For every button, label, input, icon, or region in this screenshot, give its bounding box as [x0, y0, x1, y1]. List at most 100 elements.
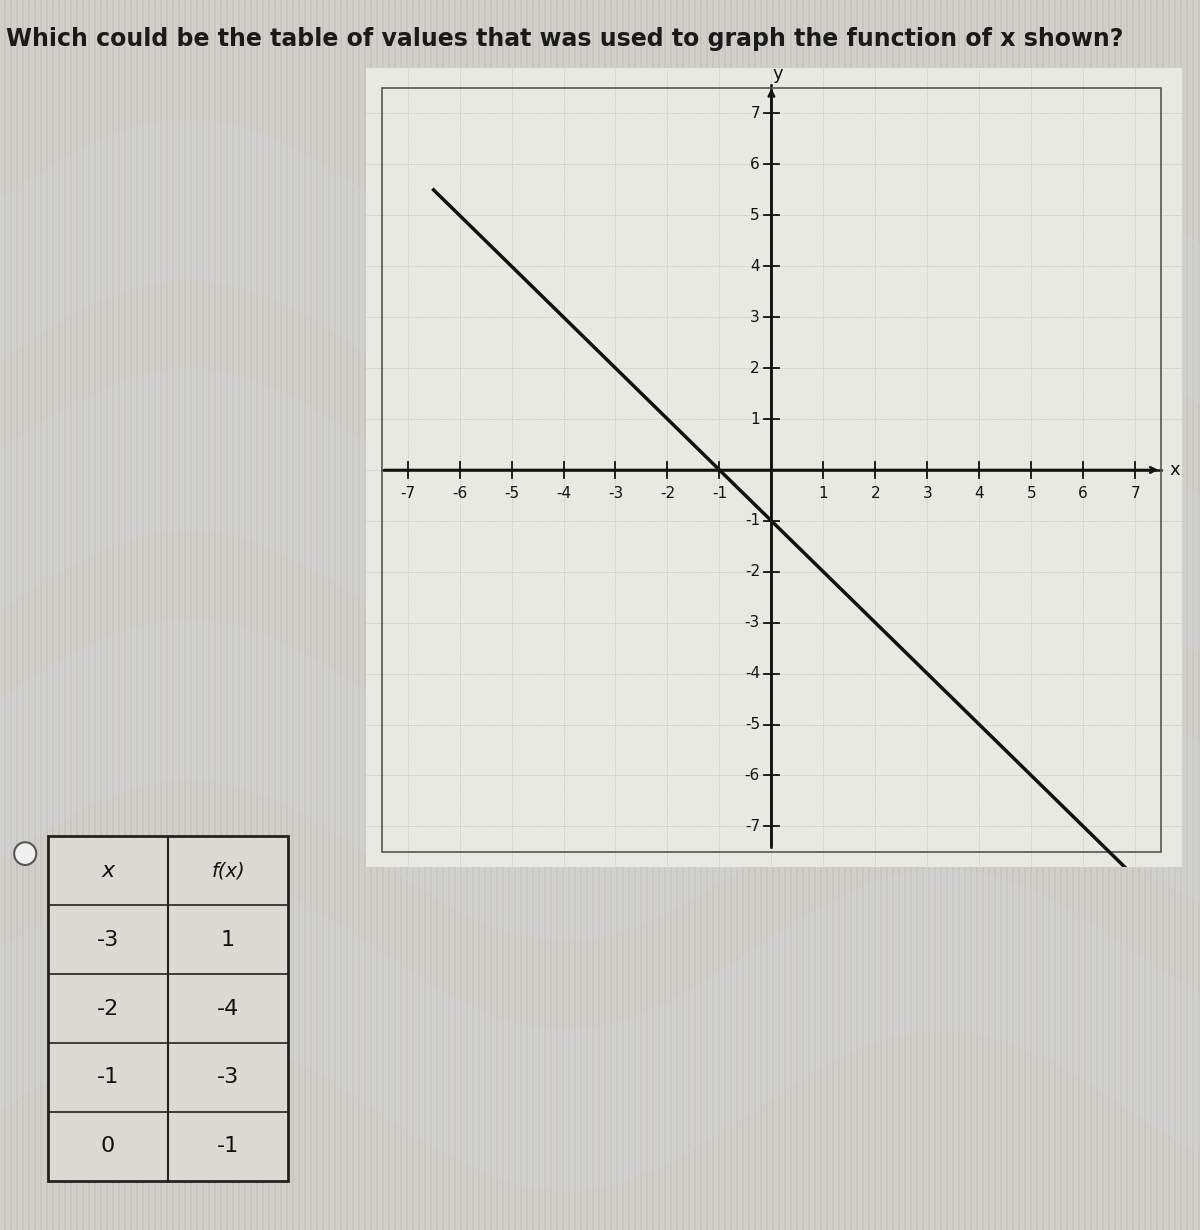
Bar: [378, 0, 382, 1230]
Bar: [582, 0, 586, 1230]
Bar: [762, 0, 766, 1230]
Bar: [1002, 0, 1006, 1230]
Bar: [888, 0, 890, 1230]
Bar: [624, 0, 628, 1230]
Bar: [918, 0, 922, 1230]
Text: f(x): f(x): [211, 861, 245, 881]
Bar: [576, 0, 580, 1230]
Text: -2: -2: [745, 565, 760, 579]
Text: x: x: [102, 861, 114, 881]
Bar: [1020, 0, 1022, 1230]
Bar: [684, 0, 686, 1230]
Text: 1: 1: [221, 930, 235, 950]
Bar: [594, 0, 598, 1230]
Bar: [756, 0, 760, 1230]
Bar: [642, 0, 646, 1230]
Bar: [498, 0, 502, 1230]
Bar: [1008, 0, 1010, 1230]
Bar: [222, 0, 226, 1230]
Bar: [804, 0, 808, 1230]
Text: 0: 0: [101, 1137, 115, 1156]
Bar: [444, 0, 446, 1230]
Bar: [468, 0, 470, 1230]
Bar: [462, 0, 466, 1230]
Bar: [558, 0, 562, 1230]
Bar: [1182, 0, 1186, 1230]
Text: -3: -3: [608, 486, 623, 502]
Bar: [312, 0, 314, 1230]
Bar: [180, 0, 182, 1230]
Text: -5: -5: [504, 486, 520, 502]
Bar: [1038, 0, 1042, 1230]
Bar: [144, 0, 148, 1230]
Bar: [60, 0, 64, 1230]
Bar: [390, 0, 394, 1230]
Bar: [960, 0, 964, 1230]
Bar: [522, 0, 526, 1230]
Text: -5: -5: [745, 717, 760, 732]
Bar: [174, 0, 178, 1230]
Bar: [18, 0, 22, 1230]
Bar: [1056, 0, 1060, 1230]
Bar: [588, 0, 592, 1230]
Text: 1: 1: [750, 412, 760, 427]
Bar: [1140, 0, 1142, 1230]
Bar: [450, 0, 454, 1230]
Bar: [1194, 0, 1198, 1230]
Text: -1: -1: [712, 486, 727, 502]
Bar: [24, 0, 28, 1230]
Bar: [456, 0, 458, 1230]
Bar: [696, 0, 698, 1230]
Bar: [1122, 0, 1126, 1230]
Bar: [162, 0, 166, 1230]
Text: 2: 2: [870, 486, 880, 502]
Bar: [666, 0, 670, 1230]
Bar: [834, 0, 838, 1230]
Bar: [510, 0, 514, 1230]
Bar: [90, 0, 94, 1230]
Bar: [906, 0, 910, 1230]
Bar: [528, 0, 530, 1230]
Bar: [708, 0, 710, 1230]
Bar: [954, 0, 958, 1230]
Bar: [1086, 0, 1090, 1230]
Text: -3: -3: [97, 930, 119, 950]
Bar: [858, 0, 862, 1230]
Bar: [864, 0, 866, 1230]
Bar: [108, 0, 112, 1230]
Bar: [930, 0, 934, 1230]
Bar: [402, 0, 406, 1230]
Bar: [732, 0, 734, 1230]
Text: 5: 5: [750, 208, 760, 223]
Text: 7: 7: [1130, 486, 1140, 502]
Bar: [12, 0, 14, 1230]
Text: 7: 7: [750, 106, 760, 121]
Bar: [720, 0, 722, 1230]
Text: -6: -6: [452, 486, 467, 502]
Bar: [492, 0, 496, 1230]
Text: -1: -1: [97, 1068, 119, 1087]
Bar: [138, 0, 142, 1230]
Bar: [240, 0, 242, 1230]
Bar: [942, 0, 946, 1230]
Bar: [990, 0, 994, 1230]
Text: -1: -1: [745, 513, 760, 529]
Bar: [114, 0, 118, 1230]
Bar: [750, 0, 754, 1230]
Bar: [84, 0, 88, 1230]
Bar: [660, 0, 662, 1230]
Text: -2: -2: [97, 999, 119, 1018]
Bar: [774, 0, 778, 1230]
Bar: [426, 0, 430, 1230]
Bar: [702, 0, 706, 1230]
Bar: [690, 0, 694, 1230]
Bar: [438, 0, 442, 1230]
Bar: [936, 0, 940, 1230]
Bar: [1110, 0, 1114, 1230]
Bar: [1152, 0, 1154, 1230]
Text: 3: 3: [923, 486, 932, 502]
Bar: [984, 0, 986, 1230]
Bar: [564, 0, 568, 1230]
Bar: [36, 0, 38, 1230]
Bar: [102, 0, 106, 1230]
